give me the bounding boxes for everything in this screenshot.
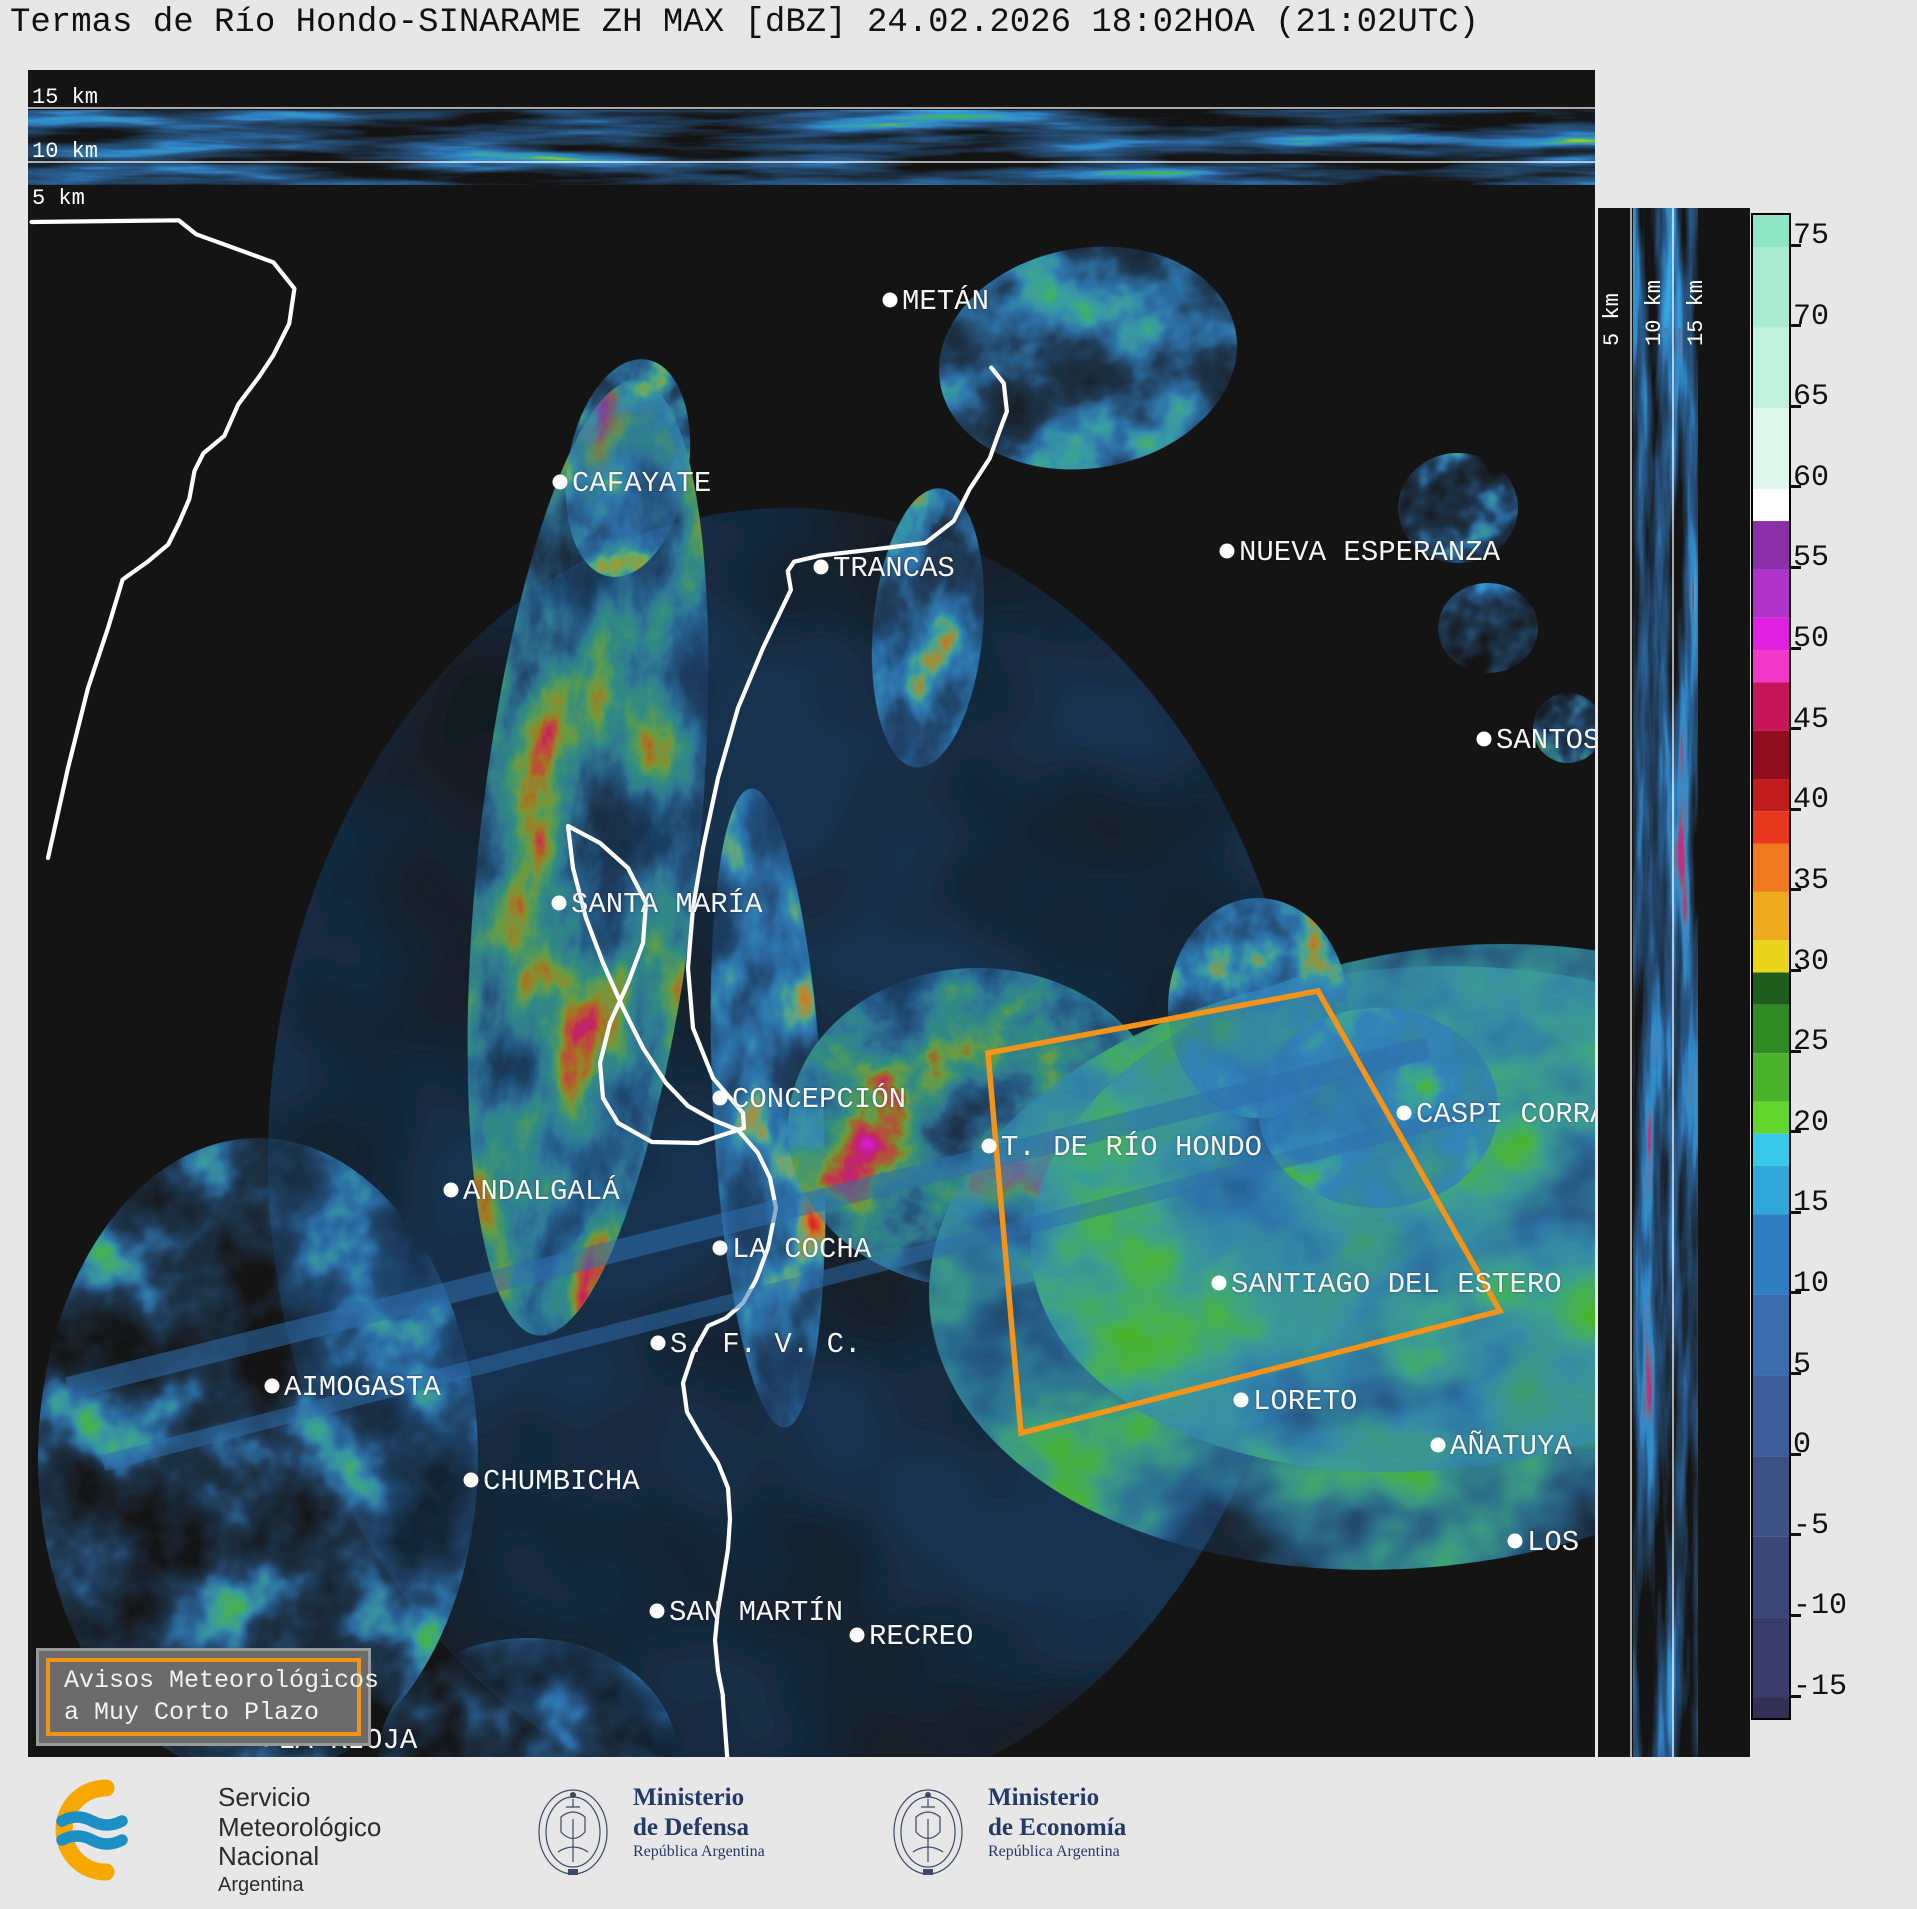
svg-text:15 km: 15 km	[32, 85, 98, 110]
svg-text:5 km: 5 km	[32, 186, 85, 208]
svg-text:10 km: 10 km	[1642, 280, 1667, 346]
svg-text:5 km: 5 km	[1600, 293, 1625, 346]
svg-text:10 km: 10 km	[32, 139, 98, 164]
svg-text:15 km: 15 km	[1684, 280, 1709, 346]
